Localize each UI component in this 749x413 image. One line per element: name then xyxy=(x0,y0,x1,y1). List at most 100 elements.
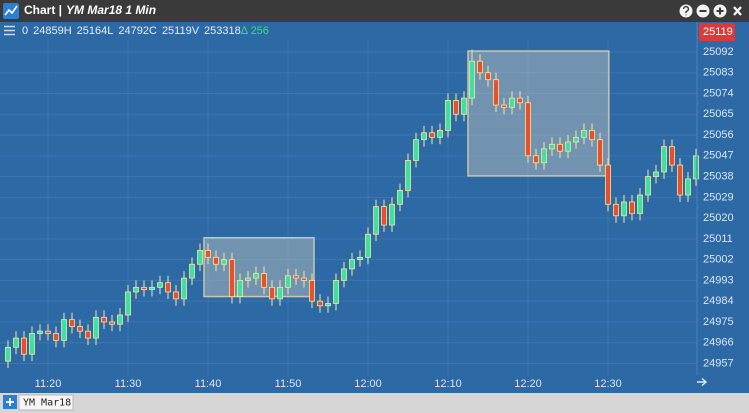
candle-body xyxy=(517,97,523,104)
candle-body xyxy=(21,337,27,355)
candle-body xyxy=(405,160,411,191)
menu-glyph[interactable] xyxy=(4,25,15,36)
y-tick-label: 25056 xyxy=(703,129,734,141)
candle-body xyxy=(237,280,243,297)
maximize-glyph xyxy=(716,7,724,15)
candle-body xyxy=(589,130,595,141)
add-tab-glyph xyxy=(6,398,14,406)
chart-subtitle: YM Mar18 1 Min xyxy=(66,3,156,17)
candle-body xyxy=(533,155,539,164)
info-item: 0 xyxy=(22,25,28,37)
info-item: 24792C xyxy=(118,25,157,37)
candle-body xyxy=(125,291,131,316)
candle-body xyxy=(629,201,635,214)
candle-body xyxy=(573,136,579,143)
candle-body xyxy=(445,100,451,131)
candle-body xyxy=(229,259,235,297)
candle-body xyxy=(549,143,555,150)
candle-body xyxy=(269,286,275,300)
candle-body xyxy=(493,79,499,106)
candle-body xyxy=(365,233,371,258)
candle-body xyxy=(621,201,627,217)
candle-body xyxy=(101,316,107,323)
window-buttons[interactable] xyxy=(679,4,742,18)
candle-body xyxy=(429,132,435,138)
candle-body xyxy=(61,319,67,341)
title-bar xyxy=(0,0,749,22)
tab[interactable] xyxy=(18,394,74,411)
y-tick-label: 25038 xyxy=(703,170,734,182)
candle-body xyxy=(557,143,563,152)
info-item: 25119V xyxy=(162,25,200,37)
scroll-right[interactable] xyxy=(697,377,708,387)
menu-icon[interactable] xyxy=(4,25,15,36)
y-tick-label: 25029 xyxy=(703,191,734,203)
candle-body xyxy=(389,203,395,226)
y-tick-label: 25074 xyxy=(703,87,734,99)
range-box xyxy=(467,50,610,177)
y-tick-label: 25065 xyxy=(703,108,734,120)
info-line: 0 24859H 25164L 24792C 25119V 253318Δ 256 xyxy=(22,25,269,37)
candle-body xyxy=(333,280,339,304)
y-tick-label: 25083 xyxy=(703,67,734,79)
candle-body xyxy=(653,171,659,177)
candle-body xyxy=(157,282,163,288)
x-tick-label: 12:10 xyxy=(434,378,462,390)
candle-body xyxy=(141,286,147,291)
y-tick-label: 24984 xyxy=(703,295,734,307)
help-glyph xyxy=(682,5,690,16)
candle-body xyxy=(325,303,331,307)
y-tick-label: 25002 xyxy=(703,254,734,266)
x-tick-label: 11:40 xyxy=(195,378,222,390)
candle-body xyxy=(501,104,507,108)
candle-body xyxy=(509,97,515,108)
candle-body xyxy=(693,155,699,180)
candle-body xyxy=(77,326,83,332)
candle-body xyxy=(565,141,571,152)
candle-body xyxy=(277,286,283,300)
candle-body xyxy=(213,256,219,265)
candle-body xyxy=(661,146,667,173)
candle-body xyxy=(637,194,643,214)
candle-body xyxy=(53,333,59,341)
candle-body xyxy=(93,316,99,339)
x-tick-label: 11:30 xyxy=(115,378,142,390)
candle-body xyxy=(109,321,115,325)
y-tick-label: 25092 xyxy=(703,46,734,58)
x-tick-label: 12:20 xyxy=(514,378,542,390)
tab-bar xyxy=(0,393,749,413)
grid xyxy=(0,40,697,375)
candle-body xyxy=(373,206,379,235)
candle-body xyxy=(197,250,203,265)
y-tick-label: 24993 xyxy=(703,274,734,286)
x-tick-label: 11:50 xyxy=(275,378,302,390)
candle-body xyxy=(205,250,211,258)
candle-body xyxy=(149,286,155,291)
x-tick-label: 12:00 xyxy=(354,378,382,390)
y-tick-label: 24966 xyxy=(703,337,734,349)
info-item: 24859H xyxy=(33,25,72,37)
candle-body xyxy=(485,72,491,81)
y-tick-label: 25047 xyxy=(703,150,734,162)
candle-body xyxy=(85,330,91,339)
candle-body xyxy=(453,100,459,115)
tab-label[interactable]: YM Mar18 xyxy=(23,398,71,409)
candle-body xyxy=(581,130,587,138)
candle-body xyxy=(165,282,171,293)
candle-body xyxy=(677,164,683,196)
last-price-box xyxy=(699,23,735,41)
candle-body xyxy=(301,277,307,281)
candle-body xyxy=(13,337,19,348)
candle-body xyxy=(293,275,299,279)
plot-background xyxy=(0,0,749,393)
candle-body xyxy=(605,164,611,205)
y-tick-label: 25020 xyxy=(703,212,734,224)
candle-body xyxy=(597,139,603,166)
candle-body xyxy=(357,256,363,261)
x-tick-label: 12:30 xyxy=(594,378,622,390)
close-button[interactable] xyxy=(733,6,742,16)
candle-body xyxy=(181,277,187,300)
candle-body xyxy=(221,259,227,265)
candle-body xyxy=(413,139,419,161)
